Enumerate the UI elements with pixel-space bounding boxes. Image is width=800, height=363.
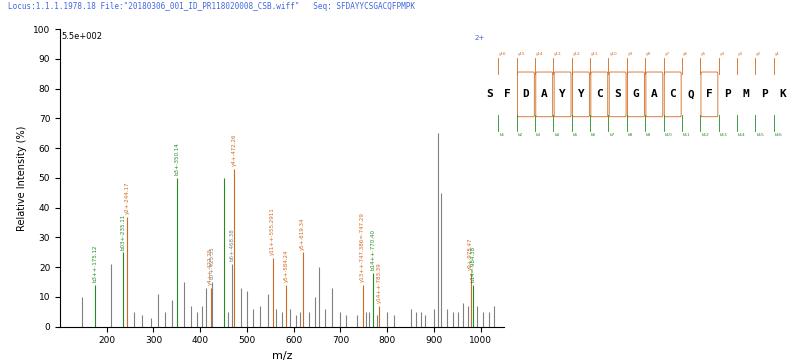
Text: y15: y15 xyxy=(518,52,526,56)
Text: b7+·425.35: b7+·425.35 xyxy=(210,246,214,279)
Text: M: M xyxy=(742,89,750,99)
Text: P: P xyxy=(724,89,731,99)
Text: 2+: 2+ xyxy=(474,36,485,41)
Text: K: K xyxy=(779,89,786,99)
Text: y10: y10 xyxy=(610,52,617,56)
Text: P: P xyxy=(761,89,768,99)
Text: 5.5e+002: 5.5e+002 xyxy=(61,32,102,41)
Text: y9: y9 xyxy=(628,52,633,56)
Text: b10: b10 xyxy=(665,133,672,137)
Text: y14: y14 xyxy=(536,52,543,56)
Text: b16: b16 xyxy=(774,133,782,137)
Text: b14: b14 xyxy=(738,133,746,137)
Text: A: A xyxy=(541,89,548,99)
Text: C: C xyxy=(596,89,602,99)
Text: y2: y2 xyxy=(756,52,762,56)
Text: y7: y7 xyxy=(665,52,670,56)
Text: D: D xyxy=(522,89,530,99)
Text: b4: b4 xyxy=(554,133,559,137)
Text: b2: b2 xyxy=(518,133,523,137)
Text: b14++·770.40: b14++·770.40 xyxy=(371,229,376,270)
Text: b3: b3 xyxy=(536,133,542,137)
Text: b6: b6 xyxy=(591,133,596,137)
Text: b7: b7 xyxy=(610,133,614,137)
Text: Y: Y xyxy=(578,89,584,99)
Text: b1: b1 xyxy=(499,133,504,137)
Text: b8: b8 xyxy=(628,133,633,137)
Y-axis label: Relative Intensity (%): Relative Intensity (%) xyxy=(18,125,27,231)
Text: F: F xyxy=(504,89,511,99)
Text: y5: y5 xyxy=(701,52,706,56)
Text: y11: y11 xyxy=(591,52,598,56)
Text: y14++·783.39: y14++·783.39 xyxy=(377,262,382,303)
Text: y5+·619.34: y5+·619.34 xyxy=(300,217,306,249)
Text: G: G xyxy=(633,89,639,99)
Text: y12: y12 xyxy=(573,52,580,56)
Text: b12: b12 xyxy=(701,133,709,137)
Text: A: A xyxy=(651,89,658,99)
Text: y1: y1 xyxy=(774,52,779,56)
Text: y4: y4 xyxy=(719,52,725,56)
Text: y3: y3 xyxy=(738,52,743,56)
Text: b15: b15 xyxy=(756,133,764,137)
Text: F: F xyxy=(706,89,713,99)
Text: y11++·555.2911: y11++·555.2911 xyxy=(270,208,275,256)
Text: y5+·584.24: y5+·584.24 xyxy=(284,250,289,282)
Text: y16: y16 xyxy=(499,52,507,56)
Text: C: C xyxy=(670,89,676,99)
Text: S: S xyxy=(486,89,493,99)
Text: b9: b9 xyxy=(646,133,651,137)
Text: Y: Y xyxy=(559,89,566,99)
Text: y9+·978.47: y9+·978.47 xyxy=(468,238,473,270)
Text: b5: b5 xyxy=(573,133,578,137)
Text: b03+·235.11: b03+·235.11 xyxy=(121,213,126,249)
X-axis label: m/z: m/z xyxy=(272,351,292,361)
Text: y4+·472.26: y4+·472.26 xyxy=(231,134,237,166)
Text: Locus:1.1.1.1978.18 File:"20180306_001_ID_PR118020008_CSB.wiff"   Seq: SFDAYYCSG: Locus:1.1.1.1978.18 File:"20180306_001_I… xyxy=(8,2,415,11)
Text: b14=·984.38: b14=·984.38 xyxy=(471,246,476,282)
Text: b3+·350.14: b3+·350.14 xyxy=(174,142,179,175)
Text: y6: y6 xyxy=(682,52,688,56)
Text: b3++·175.12: b3++·175.12 xyxy=(93,245,98,282)
Text: y4++·422.25: y4++·422.25 xyxy=(208,248,213,285)
Text: y13++·747.386=·747.29: y13++·747.386=·747.29 xyxy=(360,212,365,282)
Text: b6+·468.38: b6+·468.38 xyxy=(230,229,234,261)
Text: b13: b13 xyxy=(719,133,727,137)
Text: S: S xyxy=(614,89,621,99)
Text: y2+·244.17: y2+·244.17 xyxy=(125,181,130,214)
Text: y8: y8 xyxy=(646,52,651,56)
Text: b11: b11 xyxy=(682,133,690,137)
Text: Q: Q xyxy=(688,89,694,99)
Text: y13: y13 xyxy=(554,52,562,56)
